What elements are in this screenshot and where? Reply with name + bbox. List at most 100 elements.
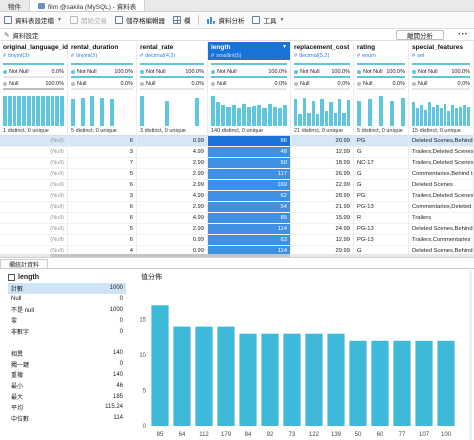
table-cell[interactable]: Trailers,Deleted Scenes — [409, 158, 473, 169]
statistics-row[interactable]: 平均 115.24 — [8, 402, 126, 413]
table-cell[interactable]: 28.99 — [291, 191, 353, 202]
table-cell[interactable]: 2.99 — [137, 169, 207, 180]
table-cell[interactable]: Trailers — [409, 213, 473, 224]
column-header[interactable]: special_features — [409, 42, 473, 52]
statistics-row[interactable]: 最大 185 — [8, 391, 126, 402]
table-cell[interactable]: 18.99 — [291, 158, 353, 169]
leave-profiling-button[interactable]: 離開分析 — [396, 30, 444, 40]
table-cell[interactable]: G — [354, 147, 408, 158]
tab-column-statistics[interactable]: 欄統計資料 — [0, 259, 49, 269]
table-cell[interactable]: Trailers,Deleted Scenes — [409, 147, 473, 158]
table-cell[interactable]: (Null) — [0, 224, 67, 235]
statistics-row[interactable]: 計數 1000 — [8, 283, 126, 294]
table-cell[interactable]: G — [354, 246, 408, 254]
table-cell[interactable]: G — [354, 180, 408, 191]
table-cell[interactable]: 114 — [208, 224, 290, 235]
scrollbar-thumb[interactable] — [50, 254, 290, 257]
table-cell[interactable]: 22.99 — [291, 180, 353, 191]
table-cell[interactable]: 0.99 — [137, 136, 207, 147]
table-cell[interactable]: 2.99 — [137, 202, 207, 213]
table-cell[interactable]: 29.99 — [291, 246, 353, 254]
table-cell[interactable]: 24.99 — [291, 224, 353, 235]
table-cell[interactable]: 3 — [68, 147, 136, 158]
table-cell[interactable]: 5 — [68, 224, 136, 235]
table-cell[interactable]: 5 — [68, 169, 136, 180]
table-cell[interactable]: (Null) — [0, 158, 67, 169]
table-cell[interactable]: 6 — [68, 202, 136, 213]
table-cell[interactable]: (Null) — [0, 147, 67, 158]
statistics-row[interactable]: 獨一鍵 0 — [8, 359, 126, 370]
column-header[interactable]: replacement_cost — [291, 42, 353, 52]
table-cell[interactable]: Commentaries,Deleted Sc — [409, 202, 473, 213]
column-header[interactable]: original_language_id — [0, 42, 68, 52]
table-cell[interactable]: 4.99 — [137, 213, 207, 224]
table-cell[interactable]: 4.99 — [137, 191, 207, 202]
table-cell[interactable]: Trailers,Deleted Scenes — [409, 191, 473, 202]
table-cell[interactable]: 6 — [68, 213, 136, 224]
column-header[interactable]: rating — [354, 42, 408, 52]
table-cell[interactable]: PG — [354, 136, 408, 147]
table-cell[interactable]: G — [354, 169, 408, 180]
table-cell[interactable]: (Null) — [0, 213, 67, 224]
table-cell[interactable]: 63 — [208, 235, 290, 246]
grid-view-button[interactable]: 欄 — [172, 15, 190, 25]
table-cell[interactable]: 50 — [208, 158, 290, 169]
table-cell[interactable]: (Null) — [0, 180, 67, 191]
table-cell[interactable]: 6 — [68, 136, 136, 147]
table-cell[interactable]: 20.99 — [291, 136, 353, 147]
table-cell[interactable]: 169 — [208, 180, 290, 191]
statistics-row[interactable]: Null 0 — [8, 294, 126, 305]
table-cell[interactable]: 48 — [208, 147, 290, 158]
table-cell[interactable]: (Null) — [0, 246, 67, 254]
table-cell[interactable]: NC-17 — [354, 158, 408, 169]
panel-divider[interactable] — [0, 257, 474, 258]
table-cell[interactable]: (Null) — [0, 136, 67, 147]
table-cell[interactable]: Trailers,Commentaries — [409, 235, 473, 246]
table-cell[interactable]: 6 — [68, 235, 136, 246]
table-cell[interactable]: PG-13 — [354, 202, 408, 213]
table-cell[interactable]: 4.99 — [137, 147, 207, 158]
horizontal-scrollbar[interactable] — [0, 254, 474, 257]
table-cell[interactable]: (Null) — [0, 235, 67, 246]
statistics-row[interactable]: 中位數 114 — [8, 413, 126, 424]
table-cell[interactable]: 2.99 — [137, 158, 207, 169]
profile-settings-button[interactable]: 資料表設定檔 ▼ — [4, 15, 62, 25]
statistics-row[interactable]: 最小 46 — [8, 380, 126, 391]
data-profiling-button[interactable]: 資料分析 — [207, 15, 244, 25]
table-cell[interactable]: Deleted Scenes — [409, 180, 473, 191]
table-cell[interactable]: 2.99 — [137, 180, 207, 191]
table-cell[interactable]: 12.99 — [291, 147, 353, 158]
table-cell[interactable]: 86 — [208, 136, 290, 147]
statistics-row[interactable]: 相異 140 — [8, 348, 126, 359]
table-cell[interactable]: Commentaries,Behind the — [409, 169, 473, 180]
tab-objects[interactable]: 物件 — [0, 0, 29, 11]
table-cell[interactable]: 62 — [208, 191, 290, 202]
statistics-row[interactable]: 非數字 0 — [8, 326, 126, 337]
table-cell[interactable]: (Null) — [0, 169, 67, 180]
table-cell[interactable]: 21.99 — [291, 202, 353, 213]
table-cell[interactable]: 7 — [68, 158, 136, 169]
table-cell[interactable]: 114 — [208, 246, 290, 254]
table-cell[interactable]: R — [354, 213, 408, 224]
tab-film-table[interactable]: film @sakila (MySQL) - 資料表 — [29, 0, 146, 11]
table-cell[interactable]: PG-13 — [354, 235, 408, 246]
table-cell[interactable]: 54 — [208, 202, 290, 213]
table-cell[interactable]: PG-13 — [354, 224, 408, 235]
table-cell[interactable]: 85 — [208, 213, 290, 224]
more-icon[interactable]: ••• — [458, 31, 468, 38]
sort-down-icon[interactable]: ▼ — [282, 44, 287, 50]
column-header[interactable]: rental_rate — [137, 42, 207, 52]
table-cell[interactable]: (Null) — [0, 191, 67, 202]
storage-editor-button[interactable]: 儲存格編輯器 — [114, 15, 165, 25]
table-cell[interactable]: 15.99 — [291, 213, 353, 224]
statistics-row[interactable]: 重複 140 — [8, 370, 126, 381]
table-cell[interactable]: 12.99 — [291, 235, 353, 246]
table-cell[interactable]: Deleted Scenes,Behind the — [409, 224, 473, 235]
table-cell[interactable]: 3 — [68, 191, 136, 202]
table-cell[interactable]: Deleted Scenes,Behind the — [409, 136, 473, 147]
data-settings-label[interactable]: 資料設定 — [12, 32, 39, 40]
table-cell[interactable]: 117 — [208, 169, 290, 180]
table-cell[interactable]: 26.99 — [291, 169, 353, 180]
column-header[interactable]: length ▼ — [208, 42, 290, 52]
